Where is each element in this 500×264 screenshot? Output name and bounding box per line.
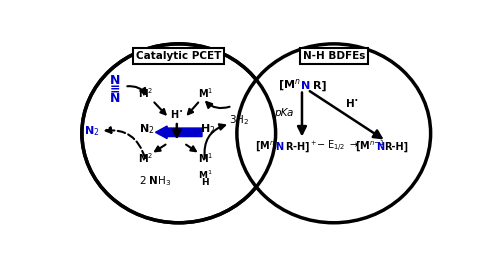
Text: N: N [301, 81, 310, 91]
Text: N$_2$: N$_2$ [84, 124, 100, 138]
Text: N-H BDFEs: N-H BDFEs [302, 51, 365, 61]
Text: pKa: pKa [274, 108, 293, 118]
Text: N: N [110, 92, 120, 105]
FancyArrow shape [156, 126, 202, 139]
Text: M$^1$: M$^1$ [198, 151, 214, 165]
Text: R]: R] [313, 81, 327, 91]
Text: N: N [110, 74, 120, 87]
Text: R-H]: R-H] [384, 142, 408, 152]
Text: M$^2$: M$^2$ [138, 86, 154, 100]
Ellipse shape [237, 44, 430, 223]
Text: N$_2$: N$_2$ [139, 122, 155, 135]
Text: [M$^{n\mathsf{-}1}$: [M$^{n\mathsf{-}1}$ [355, 139, 385, 154]
Text: N: N [376, 142, 384, 152]
Text: M$^1$: M$^1$ [198, 86, 214, 100]
Text: H$_2$: H$_2$ [200, 122, 216, 135]
Text: ≡: ≡ [110, 83, 120, 96]
Text: [M$^n$: [M$^n$ [278, 78, 301, 93]
Text: N: N [275, 142, 283, 152]
Text: H: H [202, 178, 209, 187]
Text: [M$^n$: [M$^n$ [255, 140, 275, 153]
Text: M$^1$: M$^1$ [198, 169, 212, 181]
Ellipse shape [82, 44, 276, 223]
Text: H$^{\bullet}$: H$^{\bullet}$ [346, 97, 360, 109]
Text: R-H]$^+$: R-H]$^+$ [285, 139, 318, 154]
Text: Catalytic PCET: Catalytic PCET [136, 51, 222, 61]
Text: 2 $\mathbf{N}$H$_3$: 2 $\mathbf{N}$H$_3$ [139, 174, 172, 188]
Text: M$^2$: M$^2$ [138, 151, 154, 165]
Text: $-$ E$_{1/2}$ $\rightarrow$: $-$ E$_{1/2}$ $\rightarrow$ [316, 139, 360, 154]
Text: H$^{\bullet}$: H$^{\bullet}$ [170, 108, 183, 120]
Text: 3H$_2$: 3H$_2$ [229, 113, 249, 127]
